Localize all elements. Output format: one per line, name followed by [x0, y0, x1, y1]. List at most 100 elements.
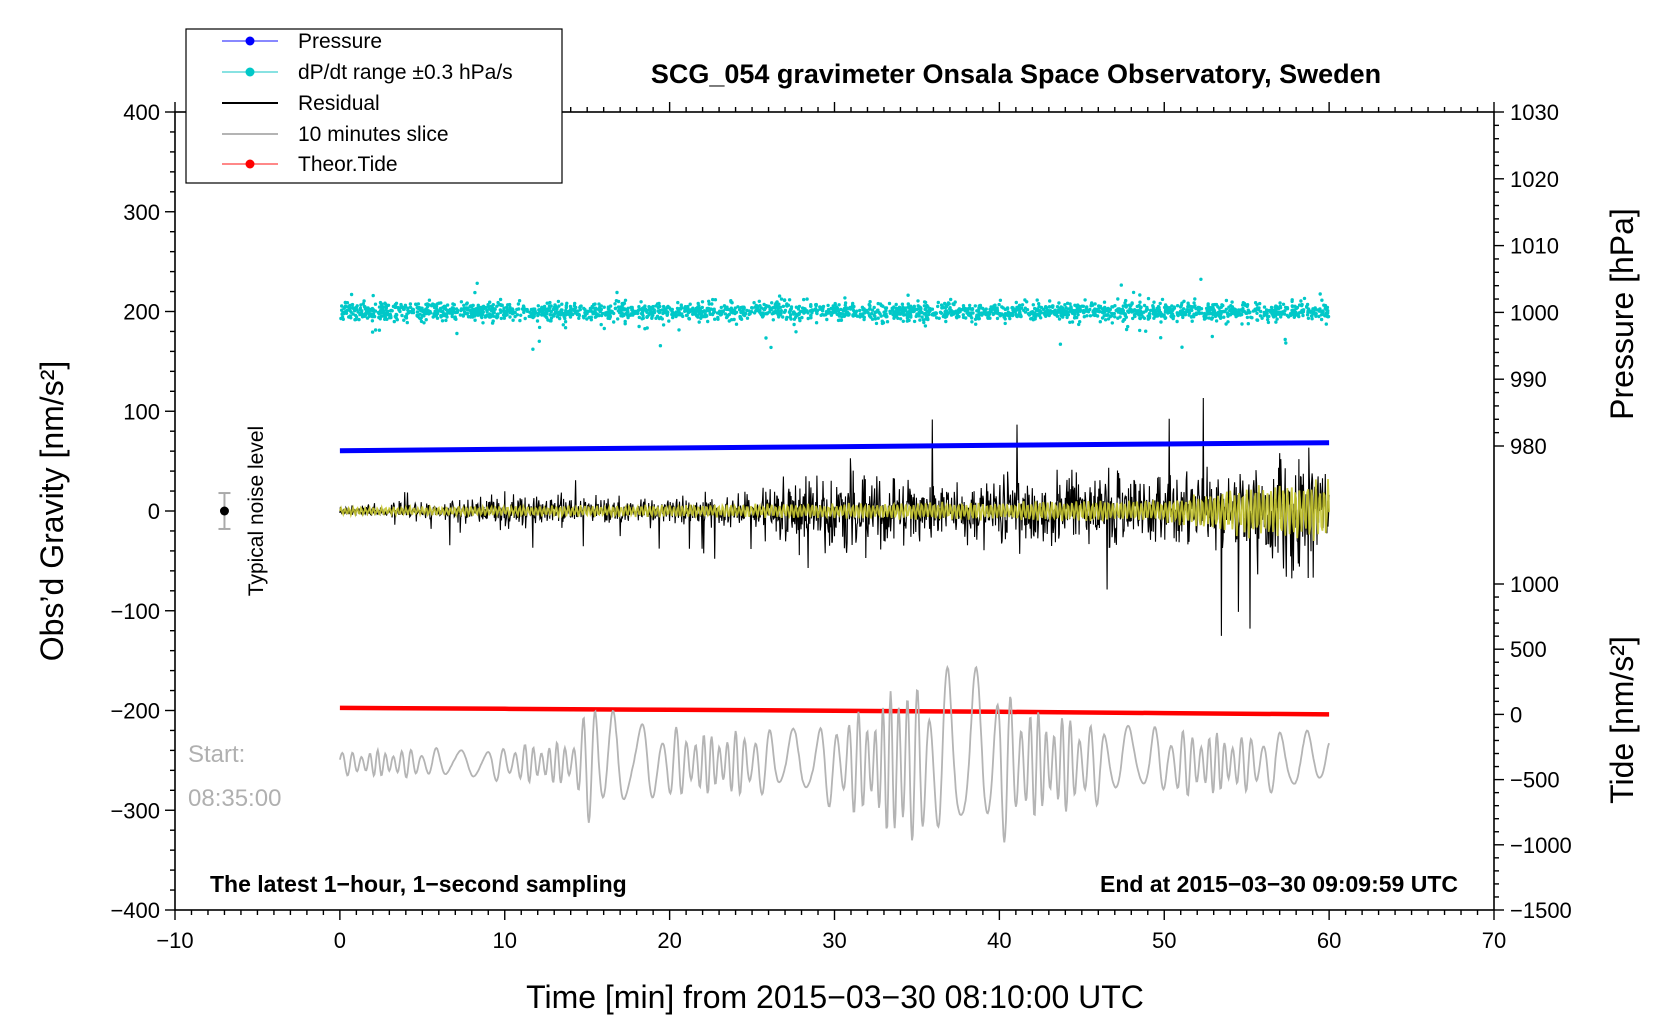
- dpdt-point: [821, 304, 826, 309]
- dpdt-point: [344, 309, 348, 313]
- dpdt-point: [1051, 310, 1055, 314]
- chart-title: SCG_054 gravimeter Onsala Space Observat…: [651, 59, 1381, 89]
- dpdt-point: [465, 301, 469, 305]
- dpdt-point: [1078, 320, 1082, 324]
- dpdt-point: [606, 305, 611, 309]
- dpdt-point: [1036, 312, 1040, 317]
- dpdt-point: [993, 303, 997, 307]
- dpdt-point: [1137, 313, 1141, 317]
- dpdt-point: [661, 323, 666, 327]
- dpdt-point: [1175, 304, 1180, 308]
- dpdt-point: [1063, 303, 1067, 307]
- dpdt-point: [1059, 311, 1063, 315]
- dpdt-point: [1152, 300, 1156, 304]
- dpdt-point: [1064, 306, 1068, 310]
- dpdt-point: [764, 304, 768, 308]
- dpdt-point: [658, 310, 662, 314]
- dpdt-point: [1118, 307, 1122, 312]
- dpdt-point: [1326, 314, 1331, 319]
- x-tick-label: 20: [657, 928, 681, 953]
- dpdt-point: [932, 311, 936, 316]
- dpdt-point: [829, 306, 833, 311]
- dpdt-point: [1204, 312, 1209, 316]
- dpdt-point: [1301, 310, 1306, 314]
- dpdt-point: [868, 304, 872, 308]
- dpdt-point: [995, 316, 1000, 321]
- x-tick-label: −10: [156, 928, 193, 953]
- dpdt-point: [1258, 301, 1262, 306]
- dpdt-point: [1068, 320, 1072, 324]
- dpdt-point: [618, 308, 622, 312]
- dpdt-point: [473, 318, 477, 322]
- data-layer: [339, 277, 1331, 843]
- dpdt-point: [872, 305, 876, 310]
- dpdt-point: [878, 302, 883, 306]
- dpdt-point: [967, 312, 971, 316]
- tide-tick-label: 0: [1510, 702, 1522, 727]
- dpdt-point: [1098, 304, 1103, 309]
- dpdt-point: [623, 322, 627, 326]
- dpdt-point: [881, 321, 886, 325]
- dpdt-point: [939, 311, 944, 315]
- dpdt-point: [1116, 316, 1120, 320]
- dpdt-point: [544, 312, 549, 316]
- dpdt-point: [384, 304, 388, 308]
- dpdt-point: [1163, 316, 1168, 320]
- dpdt-point: [658, 304, 662, 309]
- dpdt-point: [696, 301, 700, 306]
- dpdt-point: [944, 304, 948, 308]
- dpdt-point: [1262, 305, 1267, 309]
- dpdt-point: [1146, 296, 1151, 301]
- dpdt-point: [1289, 313, 1293, 318]
- dpdt-point: [510, 307, 515, 311]
- dpdt-point: [555, 306, 559, 310]
- dpdt-point: [716, 317, 720, 321]
- dpdt-point: [1172, 314, 1176, 318]
- tide-tick-label: −1500: [1510, 898, 1572, 923]
- dpdt-point: [846, 307, 850, 311]
- dpdt-point: [970, 307, 975, 311]
- dpdt-point: [1262, 313, 1266, 318]
- dpdt-point: [589, 309, 593, 313]
- dpdt-point: [1151, 309, 1156, 313]
- dpdt-point: [658, 344, 663, 348]
- dpdt-point: [883, 306, 887, 310]
- dpdt-point: [800, 306, 805, 310]
- dpdt-point: [873, 317, 878, 321]
- dpdt-point: [1123, 301, 1127, 305]
- dpdt-point: [440, 319, 445, 323]
- dpdt-point: [757, 299, 761, 303]
- dpdt-point: [968, 303, 972, 308]
- dpdt-point: [700, 305, 704, 310]
- dpdt-point: [481, 321, 485, 325]
- dpdt-point: [491, 303, 495, 307]
- dpdt-point: [1027, 313, 1032, 317]
- dpdt-point: [482, 306, 486, 311]
- dpdt-point: [987, 313, 991, 317]
- dpdt-point: [944, 314, 949, 319]
- dpdt-point: [1305, 305, 1309, 309]
- dpdt-point: [851, 308, 856, 313]
- dpdt-point: [1141, 315, 1145, 319]
- dpdt-point: [824, 311, 829, 316]
- dpdt-point: [691, 312, 695, 316]
- dpdt-point: [382, 311, 386, 316]
- dpdt-point: [1138, 300, 1142, 304]
- dpdt-point: [435, 316, 440, 320]
- dpdt-point: [858, 308, 862, 313]
- dpdt-point: [548, 300, 552, 305]
- dpdt-point: [771, 318, 775, 322]
- dpdt-point: [1037, 304, 1041, 309]
- dpdt-point: [612, 311, 616, 316]
- dpdt-point: [1211, 312, 1215, 317]
- dpdt-point: [454, 317, 458, 321]
- noise-level-marker: Typical noise level: [218, 426, 268, 596]
- dpdt-point: [1269, 305, 1274, 310]
- dpdt-point: [1192, 301, 1196, 305]
- dpdt-point: [922, 300, 927, 304]
- dpdt-point: [602, 305, 606, 309]
- dpdt-point: [1214, 302, 1219, 307]
- dpdt-point: [1205, 309, 1209, 313]
- dpdt-point: [502, 316, 506, 320]
- dpdt-point: [977, 316, 981, 321]
